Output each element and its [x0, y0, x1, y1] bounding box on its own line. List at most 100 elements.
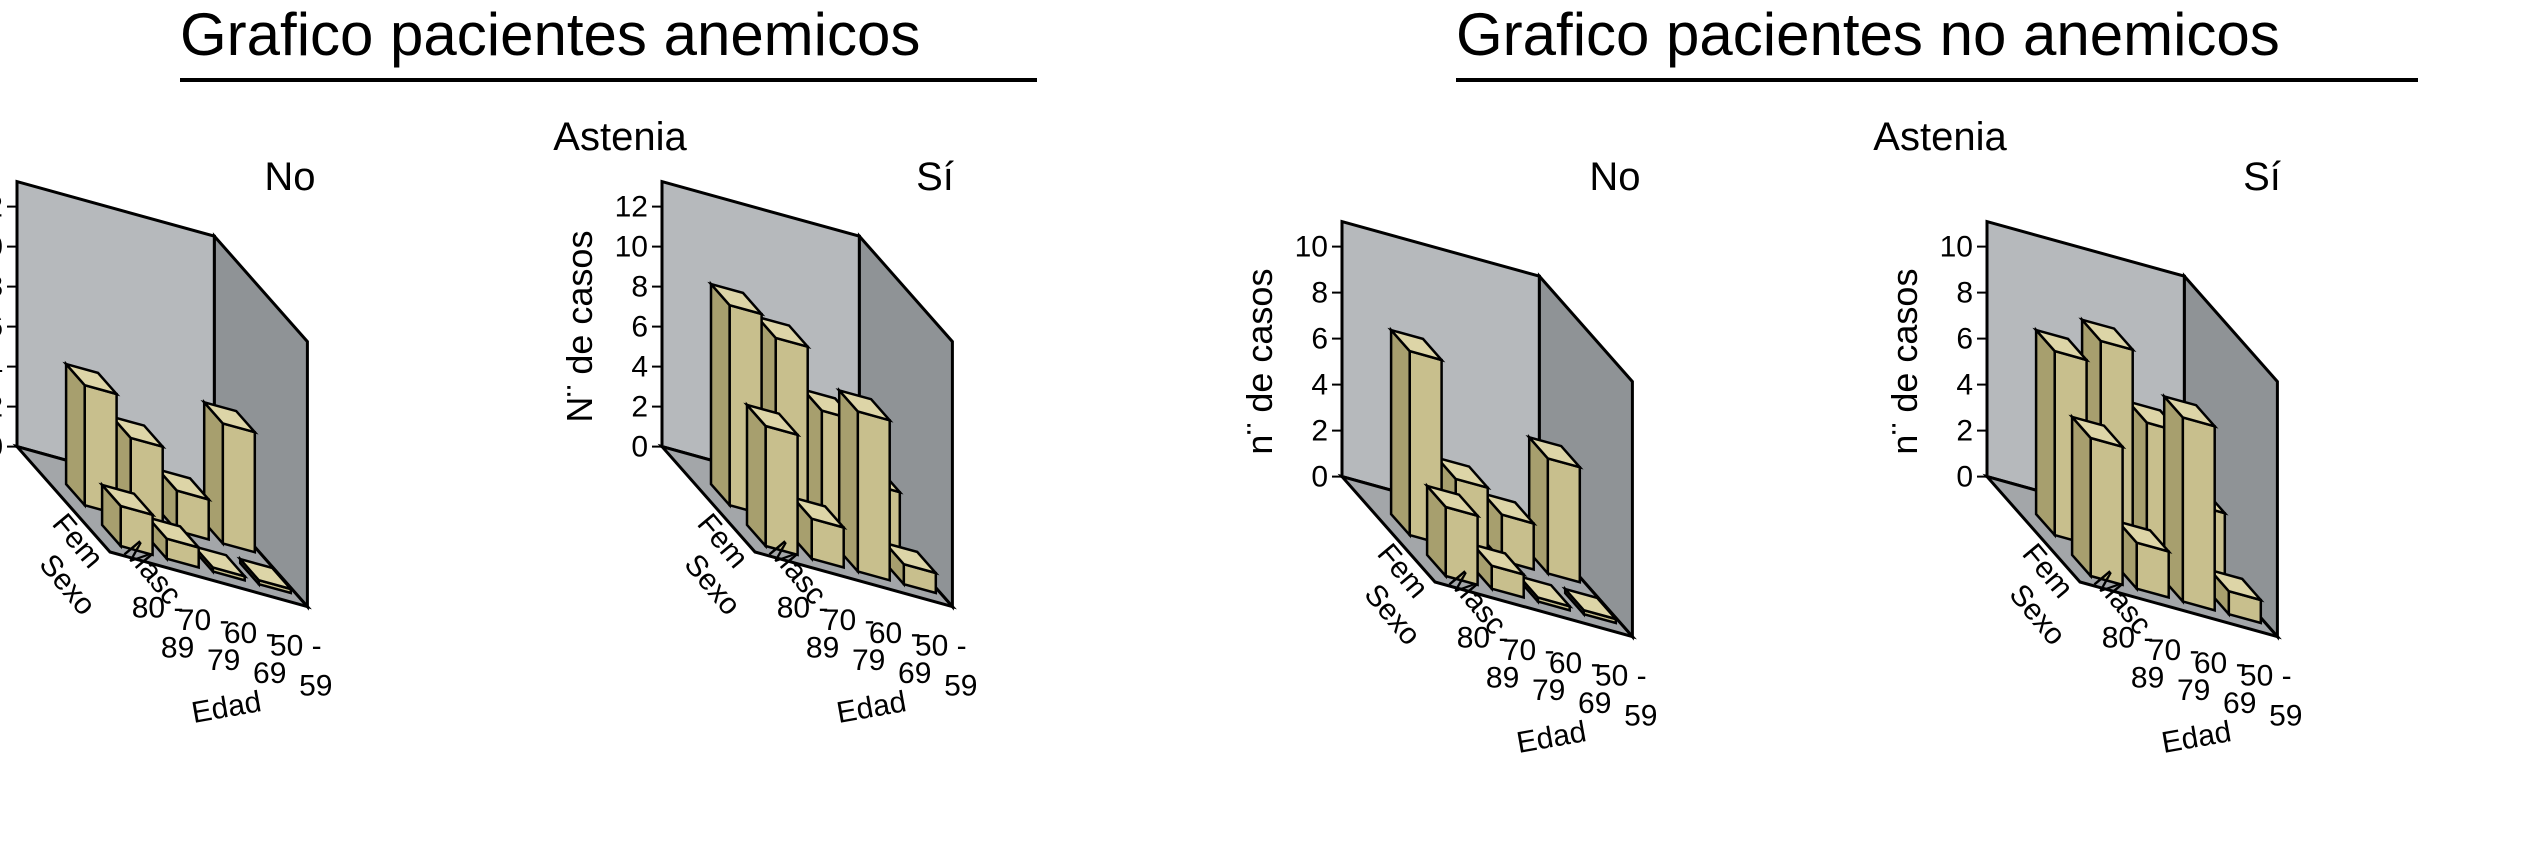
x-tick-label-2: 79	[852, 644, 885, 677]
y-tick-label: 6	[1311, 323, 1328, 356]
bar-side-face	[2034, 326, 2056, 539]
x-tick-label-2: 79	[207, 644, 240, 677]
y-tick-label: 8	[631, 271, 648, 304]
y-axis-label: n¨ de casos	[1239, 269, 1280, 455]
y-axis-label: n¨ de casos	[1884, 269, 1925, 455]
bar-top-face	[789, 495, 848, 530]
facet-no-anemicos-no: No	[264, 155, 315, 199]
y-tick-label: 2	[0, 391, 3, 424]
x-tick-label: 80 -	[2102, 621, 2154, 654]
x-tick-label: 50 -	[2240, 660, 2292, 693]
bar-top-face	[62, 361, 121, 397]
bar-front-face	[2181, 415, 2216, 612]
bar-top-face	[2114, 519, 2173, 554]
x-tick-label-2: 59	[944, 670, 977, 703]
x-tick-label-2: 59	[299, 670, 332, 703]
facet-label-no-anemicos: Astenia	[1873, 115, 2007, 159]
x-tick-label-2: 59	[1624, 700, 1657, 733]
y-tick-label: 4	[631, 351, 648, 384]
bar-side-face	[64, 360, 86, 509]
bar-top-face	[2032, 327, 2091, 363]
y-tick-label: 4	[0, 351, 3, 384]
bar-top-face	[1515, 574, 1574, 609]
x-axis-label: Edad	[1514, 715, 1589, 760]
bar-top-face	[1469, 542, 1528, 577]
bar-top-face	[236, 556, 295, 592]
x-tick-label-2: 69	[253, 657, 286, 690]
bar-top-face	[1525, 434, 1584, 470]
bar-masc-2	[835, 387, 894, 582]
y-tick-label: 8	[1311, 277, 1328, 310]
y-tick-label: 0	[0, 431, 3, 464]
bar-masc-0	[98, 481, 157, 557]
bar-top-face	[108, 414, 167, 450]
y-tick-label: 8	[0, 271, 3, 304]
y-tick-label: 0	[1311, 461, 1328, 494]
y-tick-label: 0	[1956, 461, 1973, 494]
x-tick-label: 70 -	[823, 604, 875, 637]
x-tick-label-2: 69	[898, 657, 931, 690]
y-tick-label: 8	[1956, 277, 1973, 310]
y-tick-label: 2	[1956, 415, 1973, 448]
x-tick-label: 50 -	[915, 630, 967, 663]
bar-side-face	[2070, 413, 2092, 580]
y-tick-label: 2	[631, 391, 648, 424]
y-tick-label: 10	[0, 231, 3, 264]
bar-top-face	[200, 399, 259, 435]
y-tick-label: 10	[615, 231, 648, 264]
bar-masc-1	[144, 514, 203, 570]
bar-top-face	[190, 544, 249, 579]
bar-top-face	[1433, 455, 1492, 491]
y-tick-label: 10	[1295, 231, 1328, 264]
bar-front-face	[1546, 456, 1582, 584]
y-tick-label: 6	[631, 311, 648, 344]
bar-front-face	[221, 421, 257, 554]
bar-top-face	[753, 314, 812, 350]
x-axis-label: Edad	[834, 685, 909, 730]
x-tick-label-2: 89	[806, 631, 839, 664]
x-tick-label: 80 -	[777, 591, 829, 624]
y-tick-label: 10	[1940, 231, 1973, 264]
bar-side-face	[1389, 326, 1411, 539]
x-tick-label-2: 89	[1486, 661, 1519, 694]
x-tick-label: 80 -	[1457, 621, 1509, 654]
bar-top-face	[1423, 483, 1482, 519]
bar-top-face	[2068, 414, 2127, 450]
facet-no-anemicos-no-panel: No	[1589, 155, 1640, 199]
x-tick-label-2: 79	[2177, 674, 2210, 707]
x-tick-label: 60 -	[1549, 647, 1601, 680]
y-tick-label: 4	[1956, 369, 1973, 402]
x-tick-label: 60 -	[224, 617, 276, 650]
x-tick-label-2: 89	[161, 631, 194, 664]
bar-top-face	[144, 515, 203, 550]
y-axis-label: N¨ de casos	[559, 231, 600, 423]
x-tick-label: 50 -	[1595, 660, 1647, 693]
bar-top-face	[835, 388, 894, 423]
y-tick-label: 4	[1311, 369, 1328, 402]
bar-top-face	[743, 402, 802, 438]
x-axis-label: Edad	[2159, 715, 2234, 760]
y-tick-label: 6	[1956, 323, 1973, 356]
y-tick-label: 2	[1311, 415, 1328, 448]
bar-top-face	[2206, 567, 2265, 603]
x-tick-label-2: 69	[1578, 687, 1611, 720]
x-tick-label: 60 -	[869, 617, 921, 650]
bar-masc-0	[1423, 482, 1482, 587]
chart-title-no-anemicos: Grafico pacientes no anemicos	[1456, 1, 2280, 68]
x-tick-label: 60 -	[2194, 647, 2246, 680]
bar-masc-0	[2068, 413, 2127, 587]
x-tick-label-2: 69	[2223, 687, 2256, 720]
bar-top-face	[2078, 317, 2137, 353]
bar-front-face	[764, 424, 799, 557]
bar-fem-0	[1387, 326, 1446, 546]
y-tick-label: 6	[0, 311, 3, 344]
x-tick-label: 70 -	[2148, 634, 2200, 667]
bar-top-face	[2160, 394, 2219, 429]
bar-masc-2	[2160, 393, 2219, 612]
x-tick-label: 50 -	[270, 630, 322, 663]
bar-masc-3	[1561, 585, 1620, 625]
